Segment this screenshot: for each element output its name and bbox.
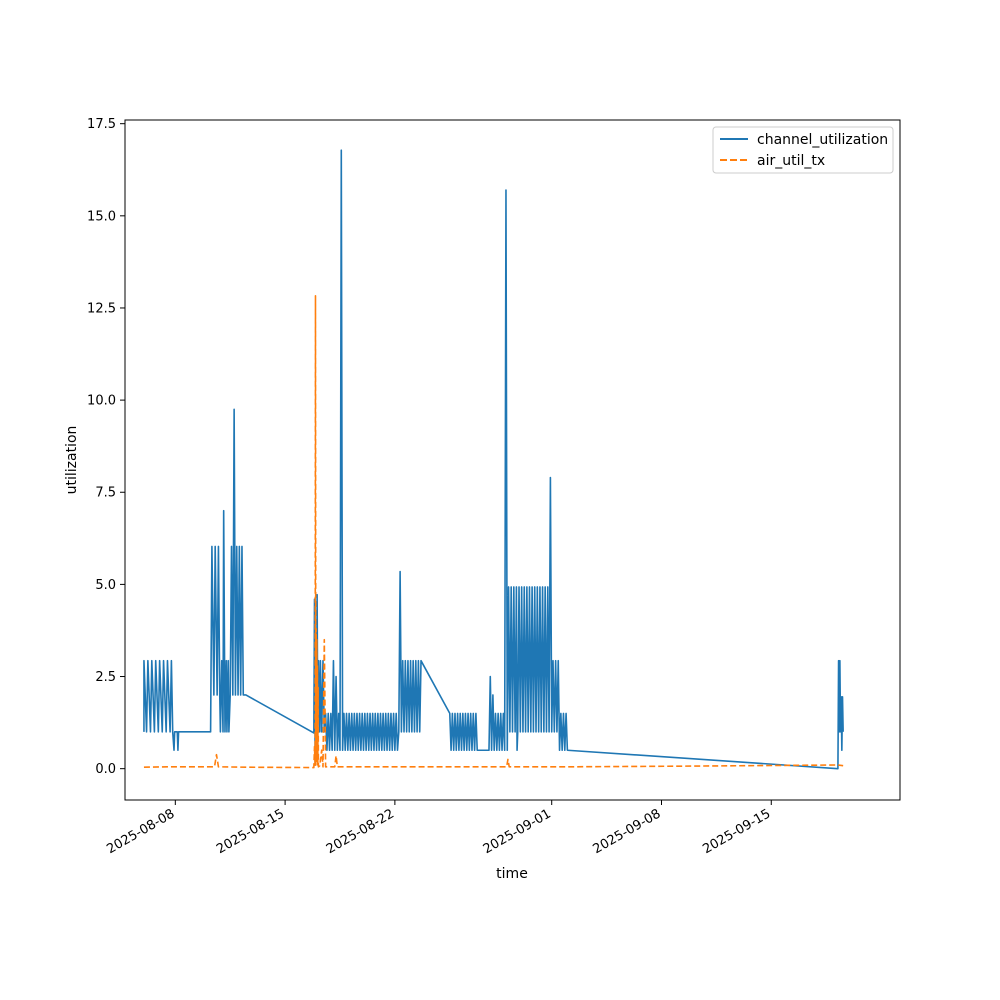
legend: channel_utilization air_util_tx <box>712 126 894 174</box>
series-line-channel-utilization <box>143 149 844 770</box>
series-layer <box>143 149 844 770</box>
y-tick-label: 10.0 <box>87 394 116 409</box>
y-tick-label: 5.0 <box>95 578 116 593</box>
y-tick-label: 17.5 <box>87 117 116 132</box>
y-tick-label: 7.5 <box>95 486 116 501</box>
y-axis-title: utilization <box>64 426 80 495</box>
y-axis: 0.0 2.5 5.0 7.5 10.0 12.5 15.0 17.5 <box>87 117 125 777</box>
y-tick-label: 12.5 <box>87 301 116 316</box>
y-tick-label: 0.0 <box>95 762 116 777</box>
y-tick-label: 2.5 <box>95 670 116 685</box>
series-line-air-util-tx <box>143 295 844 769</box>
legend-frame <box>712 126 894 174</box>
x-axis-title: time <box>496 866 528 882</box>
y-tick-label: 15.0 <box>87 209 116 224</box>
legend-label-air-util-tx: air_util_tx <box>757 153 825 169</box>
legend-label-channel-utilization: channel_utilization <box>757 132 888 148</box>
plot-frame <box>124 119 901 801</box>
